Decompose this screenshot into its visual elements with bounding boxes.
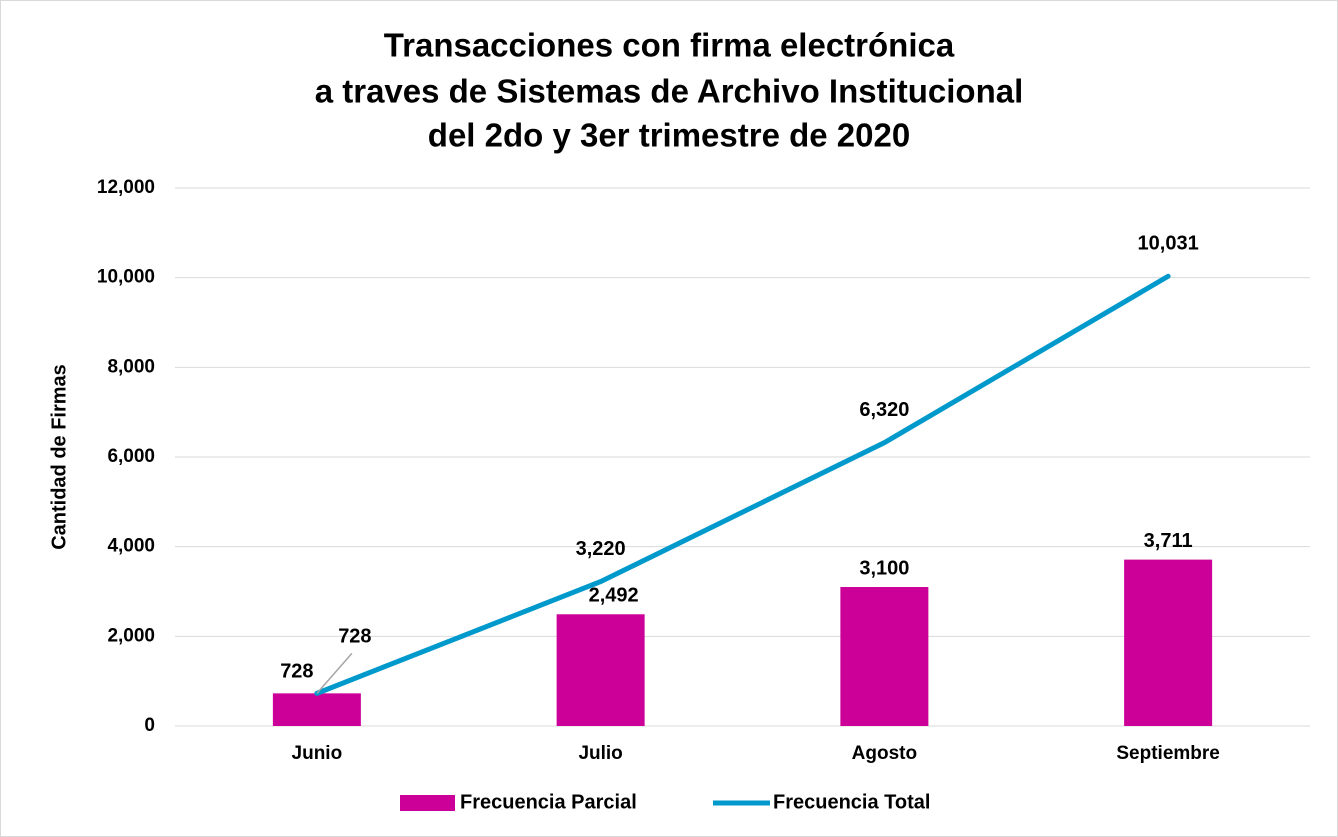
x-tick-label: Junio: [292, 743, 343, 764]
legend-label: Frecuencia Total: [773, 791, 930, 813]
legend-label: Frecuencia Parcial: [460, 791, 637, 813]
bar: [556, 614, 645, 726]
data-label: 728: [338, 626, 371, 648]
x-tick-label: Septiembre: [1116, 743, 1219, 764]
data-label: 10,031: [1138, 233, 1199, 255]
data-label: 2,492: [589, 585, 639, 607]
data-label: 6,320: [859, 399, 909, 421]
bar: [840, 587, 929, 726]
chart-title: a traves de Sistemas de Archivo Instituc…: [315, 73, 1024, 110]
y-tick-label: 6,000: [107, 446, 155, 467]
data-label: 3,711: [1144, 530, 1193, 552]
y-tick-label: 4,000: [107, 536, 155, 557]
legend-swatch: [400, 795, 455, 811]
chart-title: del 2do y 3er trimestre de 2020: [428, 117, 910, 154]
line: [314, 273, 1171, 696]
chart-title: Transacciones con firma electrónica: [384, 27, 955, 64]
y-tick-label: 10,000: [97, 267, 155, 288]
bar: [1124, 559, 1213, 726]
data-label: 3,220: [576, 538, 626, 560]
y-tick-label: 2,000: [107, 625, 155, 646]
data-label: 3,100: [859, 557, 909, 579]
y-axis-label: Cantidad de Firmas: [48, 364, 70, 550]
y-tick-label: 8,000: [107, 356, 155, 377]
y-tick-label: 0: [144, 715, 155, 736]
x-tick-label: Julio: [578, 743, 622, 764]
bar: [272, 693, 361, 726]
leader-line: [316, 652, 353, 694]
x-tick-label: Agosto: [852, 743, 917, 764]
y-tick-label: 12,000: [97, 177, 155, 198]
data-label: 728: [280, 661, 313, 683]
